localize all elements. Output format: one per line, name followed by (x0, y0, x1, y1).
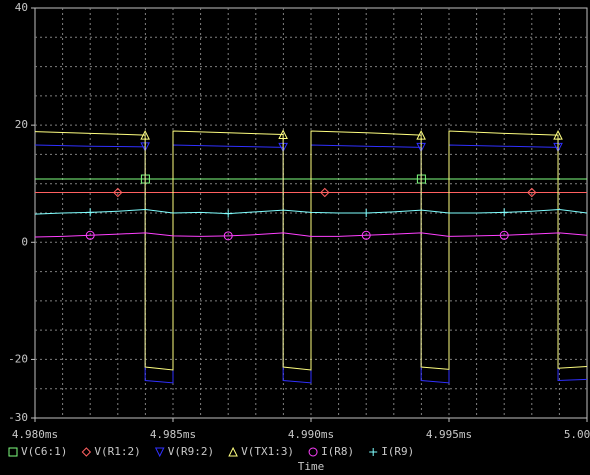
marker (499, 230, 509, 240)
legend-marker (8, 447, 18, 457)
legend-label: V(C6:1) (21, 445, 67, 458)
legend-marker (308, 447, 318, 457)
x-tick-label: 5.000ms (564, 428, 590, 441)
legend-marker (81, 447, 92, 457)
legend-label: I(R9) (381, 445, 414, 458)
marker (500, 208, 509, 217)
y-tick-label: -30 (8, 411, 28, 424)
x-axis-title: Time (298, 460, 325, 473)
marker (113, 187, 123, 198)
marker (86, 208, 95, 217)
series-line (35, 130, 587, 371)
legend-label: V(R1:2) (94, 445, 140, 458)
legend-label: I(R8) (321, 445, 354, 458)
series-line (35, 208, 587, 215)
marker (278, 129, 288, 140)
x-tick-label: 4.990ms (288, 428, 334, 441)
marker (553, 129, 563, 140)
plot-area (35, 129, 587, 384)
marker (140, 129, 150, 140)
series-line (35, 232, 587, 238)
marker (224, 209, 233, 218)
x-tick-label: 4.995ms (426, 428, 472, 441)
marker (361, 230, 371, 240)
y-tick-label: 20 (15, 118, 28, 131)
marker (320, 187, 330, 198)
legend-marker (369, 448, 378, 456)
marker (362, 209, 371, 217)
legend-label: V(R9:2) (168, 445, 214, 458)
marker (85, 230, 95, 240)
legend-marker (154, 447, 165, 458)
y-tick-label: 0 (21, 235, 28, 248)
marker (223, 231, 233, 241)
legend-marker (228, 446, 238, 457)
marker (416, 129, 426, 140)
legend-label: V(TX1:3) (241, 445, 294, 458)
marker (527, 187, 537, 198)
x-tick-label: 4.980ms (12, 428, 58, 441)
y-tick-label: 40 (15, 1, 28, 14)
y-tick-label: -20 (8, 352, 28, 365)
x-tick-label: 4.985ms (150, 428, 196, 441)
